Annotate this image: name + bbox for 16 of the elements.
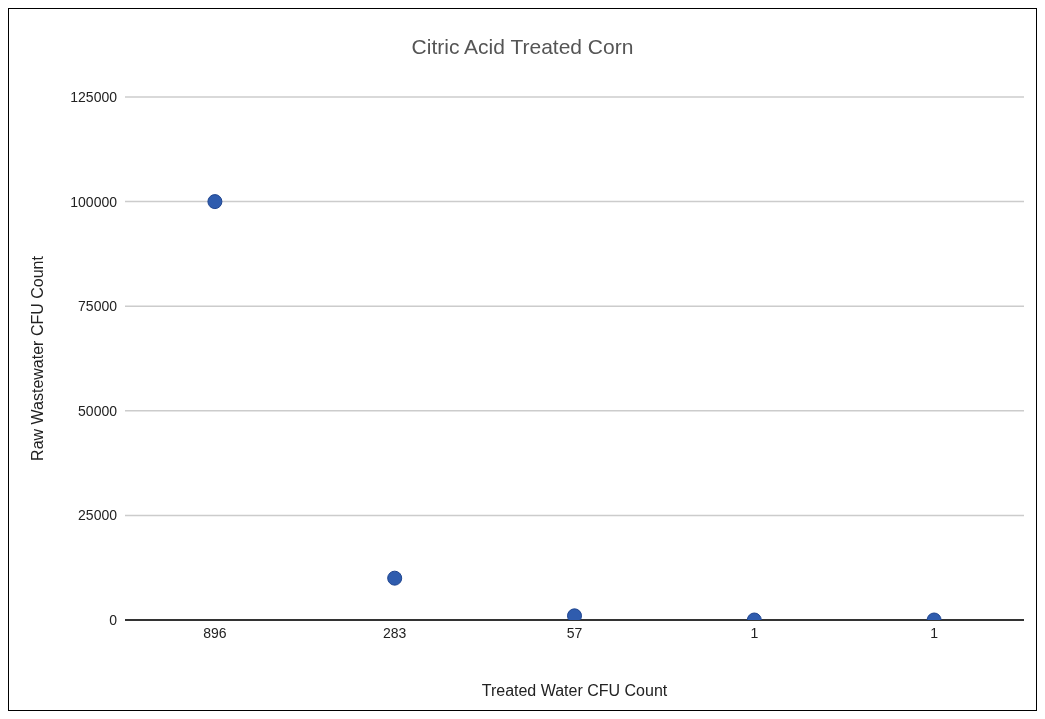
x-tick-label: 1	[750, 624, 759, 641]
x-tick-label: 1	[930, 624, 939, 641]
point	[567, 608, 582, 620]
y-tick-label: 25000	[78, 507, 118, 524]
point	[207, 194, 223, 210]
y-tick-label: 125000	[70, 88, 118, 105]
y-tick-label: 50000	[78, 402, 118, 419]
chart-title: Citric Acid Treated Corn	[410, 35, 635, 59]
y-tick-label: 75000	[78, 298, 118, 315]
y-axis-title: Raw Wastewater CFU Count	[28, 255, 46, 461]
x-tick-label: 57	[566, 624, 583, 641]
y-tick-label: 0	[109, 611, 118, 628]
x-tick-label: 283	[383, 624, 407, 641]
x-axis-title: Treated Water CFU Count	[481, 682, 668, 699]
x-tick-label: 896	[203, 624, 227, 641]
y-tick-label: 100000	[70, 193, 118, 210]
